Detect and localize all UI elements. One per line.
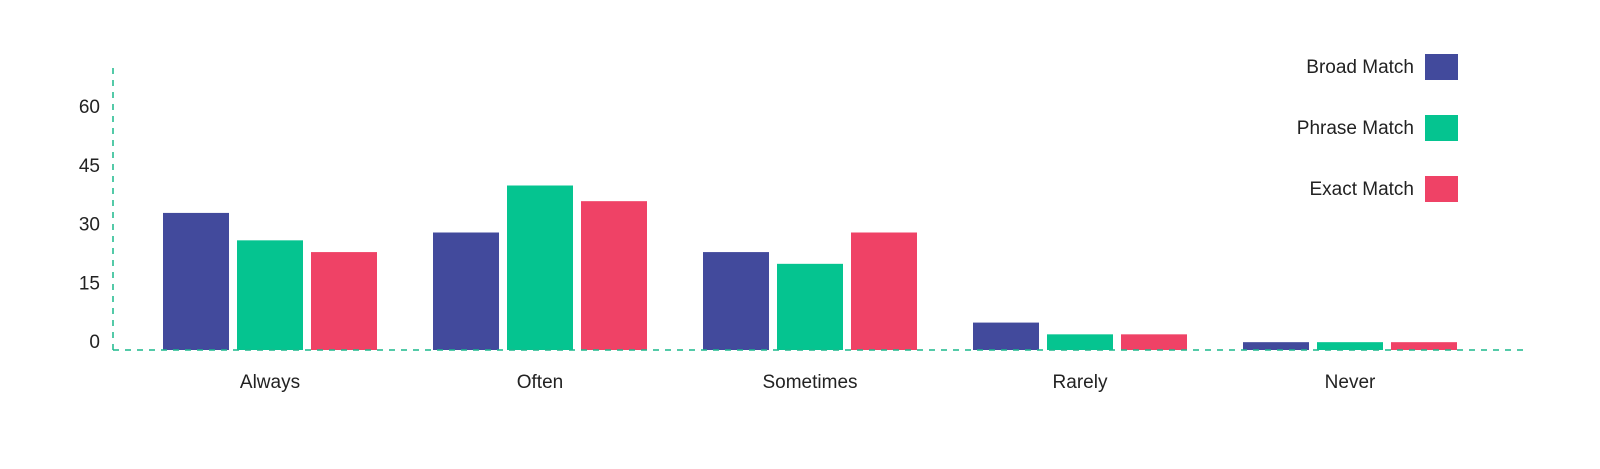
x-tick-label: Always <box>240 372 300 393</box>
legend-label: Exact Match <box>1309 179 1414 200</box>
legend-swatch <box>1425 115 1458 141</box>
x-tick-label: Rarely <box>1053 372 1108 393</box>
bar <box>1121 334 1187 350</box>
y-tick-label: 45 <box>79 156 100 177</box>
bar <box>973 322 1039 350</box>
y-tick-label: 60 <box>79 97 100 118</box>
x-tick-label: Never <box>1325 372 1376 393</box>
bar <box>581 201 647 350</box>
x-tick-label: Sometimes <box>762 372 857 393</box>
bar <box>311 252 377 350</box>
legend-swatch <box>1425 54 1458 80</box>
legend-label: Phrase Match <box>1297 118 1414 139</box>
legend-swatch <box>1425 176 1458 202</box>
x-tick-label: Often <box>517 372 563 393</box>
bar <box>1047 334 1113 350</box>
y-tick-label: 15 <box>79 273 100 294</box>
bar <box>1243 342 1309 350</box>
bar <box>433 232 499 350</box>
bar <box>507 185 573 350</box>
y-tick-label: 0 <box>89 332 100 353</box>
y-tick-label: 30 <box>79 215 100 236</box>
bar <box>703 252 769 350</box>
bar <box>851 232 917 350</box>
bar <box>777 263 843 350</box>
bar <box>163 212 229 350</box>
bar <box>237 240 303 350</box>
bar <box>1317 342 1383 350</box>
legend-label: Broad Match <box>1306 57 1414 78</box>
bar <box>1391 342 1457 350</box>
